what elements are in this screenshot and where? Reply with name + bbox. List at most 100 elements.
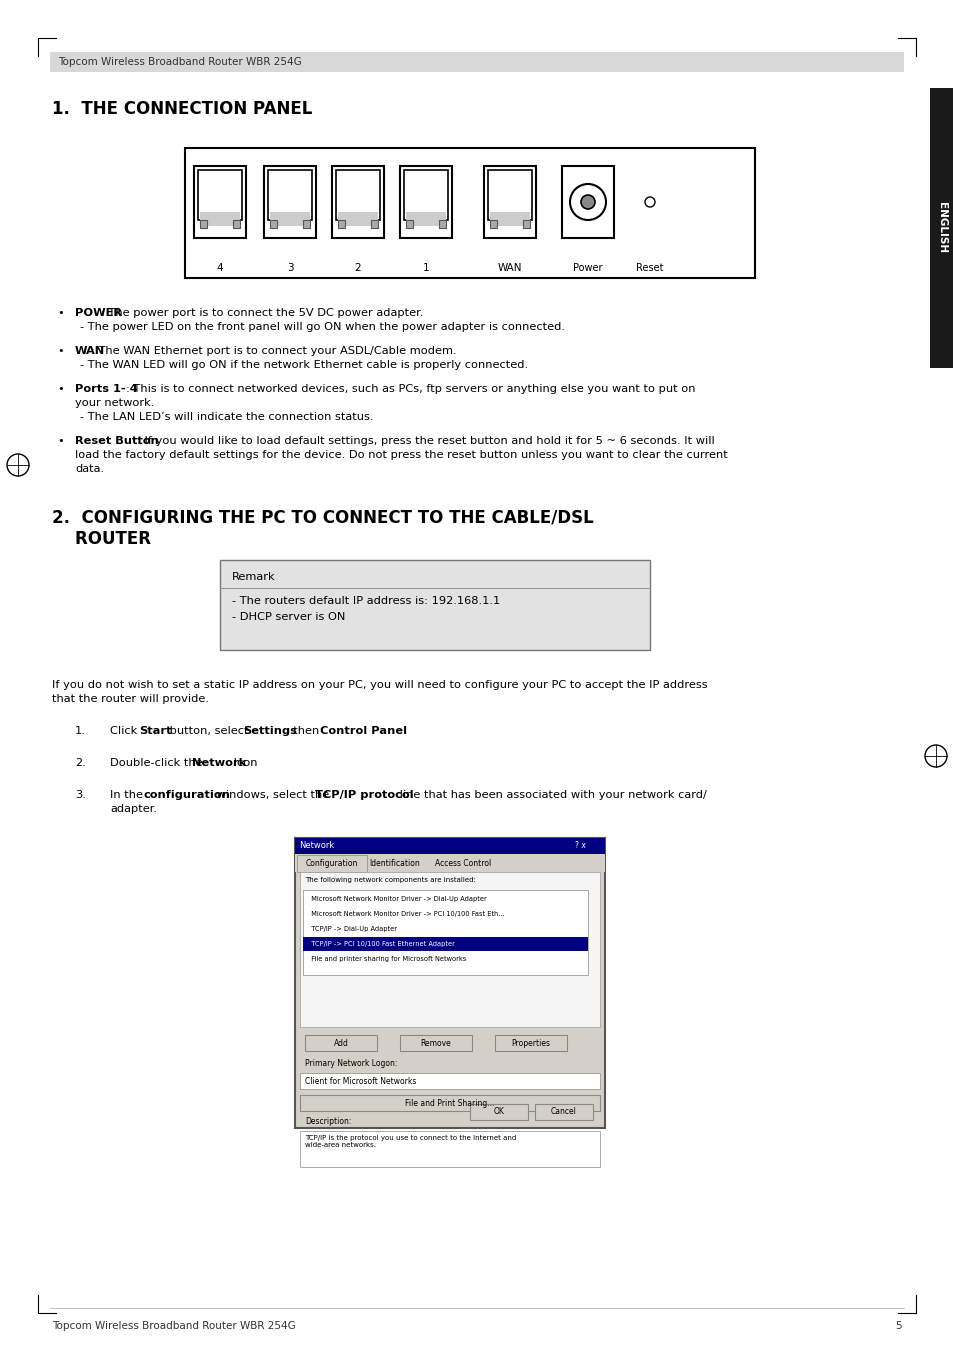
Text: Reset: Reset <box>636 263 663 273</box>
Text: OK: OK <box>493 1108 504 1116</box>
Bar <box>268 170 312 220</box>
Text: Microsoft Network Monitor Driver -> PCI 10/100 Fast Eth...: Microsoft Network Monitor Driver -> PCI … <box>307 911 504 917</box>
Text: Topcom Wireless Broadband Router WBR 254G: Topcom Wireless Broadband Router WBR 254… <box>58 57 301 68</box>
Bar <box>299 1131 599 1167</box>
Text: File and printer sharing for Microsoft Networks: File and printer sharing for Microsoft N… <box>307 957 466 962</box>
Bar <box>303 890 587 975</box>
Text: ROUTER: ROUTER <box>52 530 151 549</box>
Bar <box>335 170 379 220</box>
Text: Network: Network <box>298 842 334 851</box>
Text: : The power port is to connect the 5V DC power adapter.: : The power port is to connect the 5V DC… <box>101 308 423 317</box>
Bar <box>299 871 599 1027</box>
Bar <box>270 220 276 228</box>
Bar <box>371 220 377 228</box>
Text: •: • <box>57 436 64 446</box>
Text: Identification: Identification <box>369 858 420 867</box>
Text: File and Print Sharing...: File and Print Sharing... <box>405 1098 495 1108</box>
Bar <box>929 88 953 367</box>
Text: •: • <box>57 308 64 317</box>
Text: your network.: your network. <box>75 399 154 408</box>
Text: 1.: 1. <box>75 725 86 736</box>
Bar <box>198 170 242 220</box>
Text: Client for Microsoft Networks: Client for Microsoft Networks <box>305 1077 416 1085</box>
Text: Microsoft Network Monitor Driver -> Dial-Up Adapter: Microsoft Network Monitor Driver -> Dial… <box>307 896 486 902</box>
Bar <box>495 1035 566 1051</box>
Text: load the factory default settings for the device. Do not press the reset button : load the factory default settings for th… <box>75 450 727 459</box>
Text: , then: , then <box>286 725 323 736</box>
Text: 2: 2 <box>355 263 361 273</box>
Text: •: • <box>57 384 64 394</box>
Text: 1: 1 <box>422 263 429 273</box>
Text: button, select: button, select <box>166 725 252 736</box>
Text: WAN: WAN <box>497 263 521 273</box>
Bar <box>470 1104 527 1120</box>
Text: configuration: configuration <box>144 790 231 800</box>
Bar <box>522 220 530 228</box>
Text: If you do not wish to set a static IP address on your PC, you will need to confi: If you do not wish to set a static IP ad… <box>52 680 707 690</box>
Bar <box>50 51 903 72</box>
Text: 4: 4 <box>216 263 223 273</box>
Text: Icon: Icon <box>230 758 257 767</box>
Text: - DHCP server is ON: - DHCP server is ON <box>232 612 345 621</box>
Bar <box>399 1035 472 1051</box>
Text: Primary Network Logon:: Primary Network Logon: <box>305 1059 397 1069</box>
Bar <box>399 166 452 238</box>
Text: ? x: ? x <box>575 842 585 851</box>
Text: - The power LED on the front panel will go ON when the power adapter is connecte: - The power LED on the front panel will … <box>80 322 564 332</box>
Text: Access Control: Access Control <box>435 858 491 867</box>
Bar <box>337 220 345 228</box>
Bar <box>294 854 604 871</box>
Bar <box>303 220 310 228</box>
Text: 5: 5 <box>895 1321 901 1331</box>
Bar <box>296 855 367 871</box>
Text: 2.: 2. <box>75 758 86 767</box>
Text: •: • <box>57 346 64 357</box>
Text: : This is to connect networked devices, such as PCs, ftp servers or anything els: : This is to connect networked devices, … <box>127 384 696 394</box>
Bar <box>233 220 240 228</box>
Text: Description:: Description: <box>305 1117 351 1125</box>
Bar <box>403 170 448 220</box>
Text: 3: 3 <box>287 263 293 273</box>
Text: Network: Network <box>193 758 247 767</box>
Text: Remove: Remove <box>420 1039 451 1047</box>
Circle shape <box>580 195 595 209</box>
Bar <box>299 1073 599 1089</box>
Bar <box>303 938 587 951</box>
Text: windows, select the: windows, select the <box>213 790 333 800</box>
Text: data.: data. <box>75 463 104 474</box>
Text: : If you would like to load default settings, press the reset button and hold it: : If you would like to load default sett… <box>136 436 714 446</box>
Text: TCP/IP protocol: TCP/IP protocol <box>315 790 414 800</box>
Bar <box>490 220 497 228</box>
Text: TCP/IP -> PCI 10/100 Fast Ethernet Adapter: TCP/IP -> PCI 10/100 Fast Ethernet Adapt… <box>307 942 455 947</box>
Text: Settings: Settings <box>243 725 297 736</box>
Bar <box>332 166 384 238</box>
Bar <box>270 212 310 226</box>
Text: Reset Button: Reset Button <box>75 436 158 446</box>
Bar <box>561 166 614 238</box>
Text: line that has been associated with your network card/: line that has been associated with your … <box>395 790 706 800</box>
Bar <box>483 166 536 238</box>
Bar <box>264 166 315 238</box>
Text: Power: Power <box>573 263 602 273</box>
Bar <box>488 170 532 220</box>
Bar <box>294 838 604 854</box>
Bar <box>535 1104 593 1120</box>
Text: Configuration: Configuration <box>306 858 357 867</box>
Text: Ports 1- 4: Ports 1- 4 <box>75 384 137 394</box>
Text: ENGLISH: ENGLISH <box>936 203 946 254</box>
Text: Start: Start <box>139 725 172 736</box>
Bar <box>305 1035 376 1051</box>
Bar <box>438 220 446 228</box>
Bar <box>185 149 754 278</box>
Bar <box>200 212 240 226</box>
Text: In the: In the <box>110 790 147 800</box>
Text: : The WAN Ethernet port is to connect your ASDL/Cable modem.: : The WAN Ethernet port is to connect yo… <box>91 346 456 357</box>
Text: Remark: Remark <box>232 571 275 582</box>
Text: Add: Add <box>334 1039 348 1047</box>
Bar <box>200 220 207 228</box>
Text: TCP/IP -> Dial-Up Adapter: TCP/IP -> Dial-Up Adapter <box>307 925 396 932</box>
Text: adapter.: adapter. <box>110 804 157 815</box>
Bar <box>406 212 446 226</box>
Text: TCP/IP is the protocol you use to connect to the Internet and
wide-area networks: TCP/IP is the protocol you use to connec… <box>305 1135 516 1148</box>
Bar <box>299 1096 599 1111</box>
